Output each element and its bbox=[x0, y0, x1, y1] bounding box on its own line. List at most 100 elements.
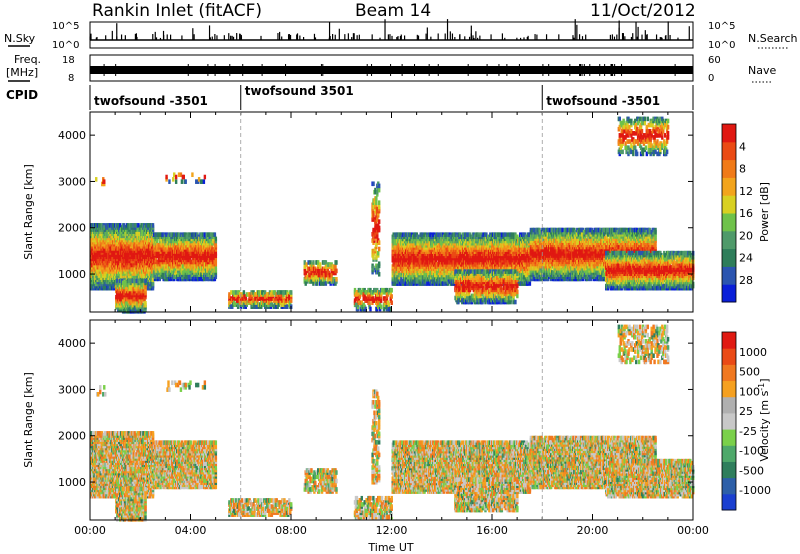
echo-cell bbox=[125, 241, 129, 247]
echo-cell bbox=[330, 272, 333, 278]
echo-cell bbox=[334, 264, 337, 269]
echo-cell bbox=[360, 300, 363, 306]
echo-cell bbox=[310, 279, 313, 284]
nsky-left-tick-top: 10^5 bbox=[52, 21, 79, 32]
echo-cell bbox=[353, 298, 357, 303]
echo-cell bbox=[356, 292, 360, 297]
echo-cell bbox=[324, 270, 328, 276]
echo-cell bbox=[305, 274, 308, 280]
echo-cell bbox=[124, 280, 128, 286]
freq-left-tick-top: 18 bbox=[62, 55, 75, 66]
echo-cell bbox=[126, 223, 130, 228]
freq-right-tick-top: 60 bbox=[708, 55, 721, 66]
cpid-segment-label: twofsound -3501 bbox=[94, 94, 208, 108]
echo-cell bbox=[385, 304, 389, 310]
echo-cell bbox=[279, 290, 282, 295]
echo-cell bbox=[400, 276, 403, 282]
echo-cell bbox=[144, 300, 147, 306]
station-title: Rankin Inlet (fitACF) bbox=[92, 1, 262, 21]
echo-cell bbox=[390, 300, 393, 306]
echo-cell bbox=[311, 266, 314, 272]
echo-cell bbox=[141, 278, 144, 284]
echo-cell bbox=[324, 260, 328, 265]
echo-cell bbox=[267, 300, 271, 305]
echo-cell bbox=[309, 260, 312, 265]
echo-cell bbox=[116, 278, 119, 284]
freq-right-tick-bottom: 0 bbox=[708, 73, 714, 84]
echo-cell bbox=[303, 260, 306, 265]
echo-cell bbox=[233, 302, 237, 307]
echo-cell bbox=[290, 290, 293, 295]
echo-cell bbox=[158, 268, 162, 273]
cpid-segment-label: twofsound 3501 bbox=[245, 84, 354, 98]
echo-cell bbox=[214, 242, 218, 248]
echo-cell bbox=[242, 290, 246, 295]
echo-cell bbox=[214, 251, 218, 256]
echo-cell bbox=[267, 296, 271, 301]
nsearch-right-label: N.Search bbox=[748, 32, 798, 45]
echo-cell bbox=[245, 292, 248, 297]
echo-cell bbox=[361, 287, 364, 293]
echo-cell bbox=[322, 281, 326, 286]
freq-left-units: [MHz] bbox=[6, 66, 38, 79]
nsky-left-label: N.Sky bbox=[4, 32, 36, 45]
echo-cell bbox=[312, 260, 315, 265]
echo-cell bbox=[382, 287, 386, 293]
echo-cell bbox=[234, 290, 238, 295]
echo-cell bbox=[316, 281, 319, 286]
echo-cell bbox=[312, 281, 315, 286]
echo-cell bbox=[173, 232, 176, 237]
echo-cell bbox=[288, 294, 291, 299]
cpid-segments: twofsound -3501 twofsound 3501 twofsound -… bbox=[94, 84, 660, 110]
echo-cell bbox=[305, 262, 308, 267]
echo-cell bbox=[142, 292, 145, 298]
nsky-frame bbox=[89, 21, 694, 49]
freq-left-label: Freq. bbox=[14, 53, 41, 66]
echo-cell bbox=[354, 302, 358, 308]
echo-cell bbox=[330, 277, 333, 282]
echo-cell bbox=[214, 266, 218, 271]
echo-cell bbox=[213, 232, 217, 237]
echo-cell bbox=[286, 304, 289, 309]
echo-cell bbox=[144, 278, 147, 284]
nave-right-label: Nave bbox=[748, 64, 776, 77]
echo-cell bbox=[244, 296, 248, 301]
cpid-segment-label: twofsound -3501 bbox=[546, 94, 660, 108]
echo-cell bbox=[389, 306, 392, 312]
echo-cell bbox=[390, 287, 393, 293]
echo-cell bbox=[131, 282, 135, 288]
echo-cell bbox=[140, 300, 143, 306]
echo-cell bbox=[304, 270, 307, 276]
echo-cell bbox=[229, 300, 232, 305]
nsky-right-tick-bottom: 10^0 bbox=[708, 40, 735, 51]
freq-band bbox=[90, 66, 693, 74]
echo-cell bbox=[290, 298, 293, 303]
echo-cell bbox=[390, 294, 393, 299]
echo-cell bbox=[144, 284, 147, 290]
echo-cell bbox=[385, 287, 389, 293]
echo-cell bbox=[169, 247, 172, 252]
echo-cell bbox=[236, 302, 240, 307]
echo-cell bbox=[137, 223, 140, 228]
echo-cell bbox=[379, 304, 383, 310]
echo-cell bbox=[369, 306, 372, 312]
echo-cell bbox=[335, 260, 338, 265]
cpid-label: CPID bbox=[6, 88, 38, 102]
echo-cell bbox=[263, 290, 267, 295]
echo-cell bbox=[399, 272, 402, 278]
echo-cell bbox=[125, 300, 129, 306]
nsky-right-tick-top: 10^5 bbox=[708, 21, 735, 32]
echo-cell bbox=[214, 236, 218, 242]
echo-cell bbox=[335, 268, 338, 274]
echo-cell bbox=[376, 296, 379, 301]
echo-cell bbox=[138, 231, 141, 237]
echo-cell bbox=[364, 290, 367, 295]
date-title: 11/Oct/2012 bbox=[590, 1, 696, 21]
echo-cell bbox=[332, 270, 335, 276]
echo-cell bbox=[270, 302, 274, 307]
echo-cell bbox=[153, 251, 157, 256]
echo-cell bbox=[303, 264, 306, 269]
echo-cell bbox=[214, 257, 218, 263]
echo-cell bbox=[374, 287, 377, 293]
